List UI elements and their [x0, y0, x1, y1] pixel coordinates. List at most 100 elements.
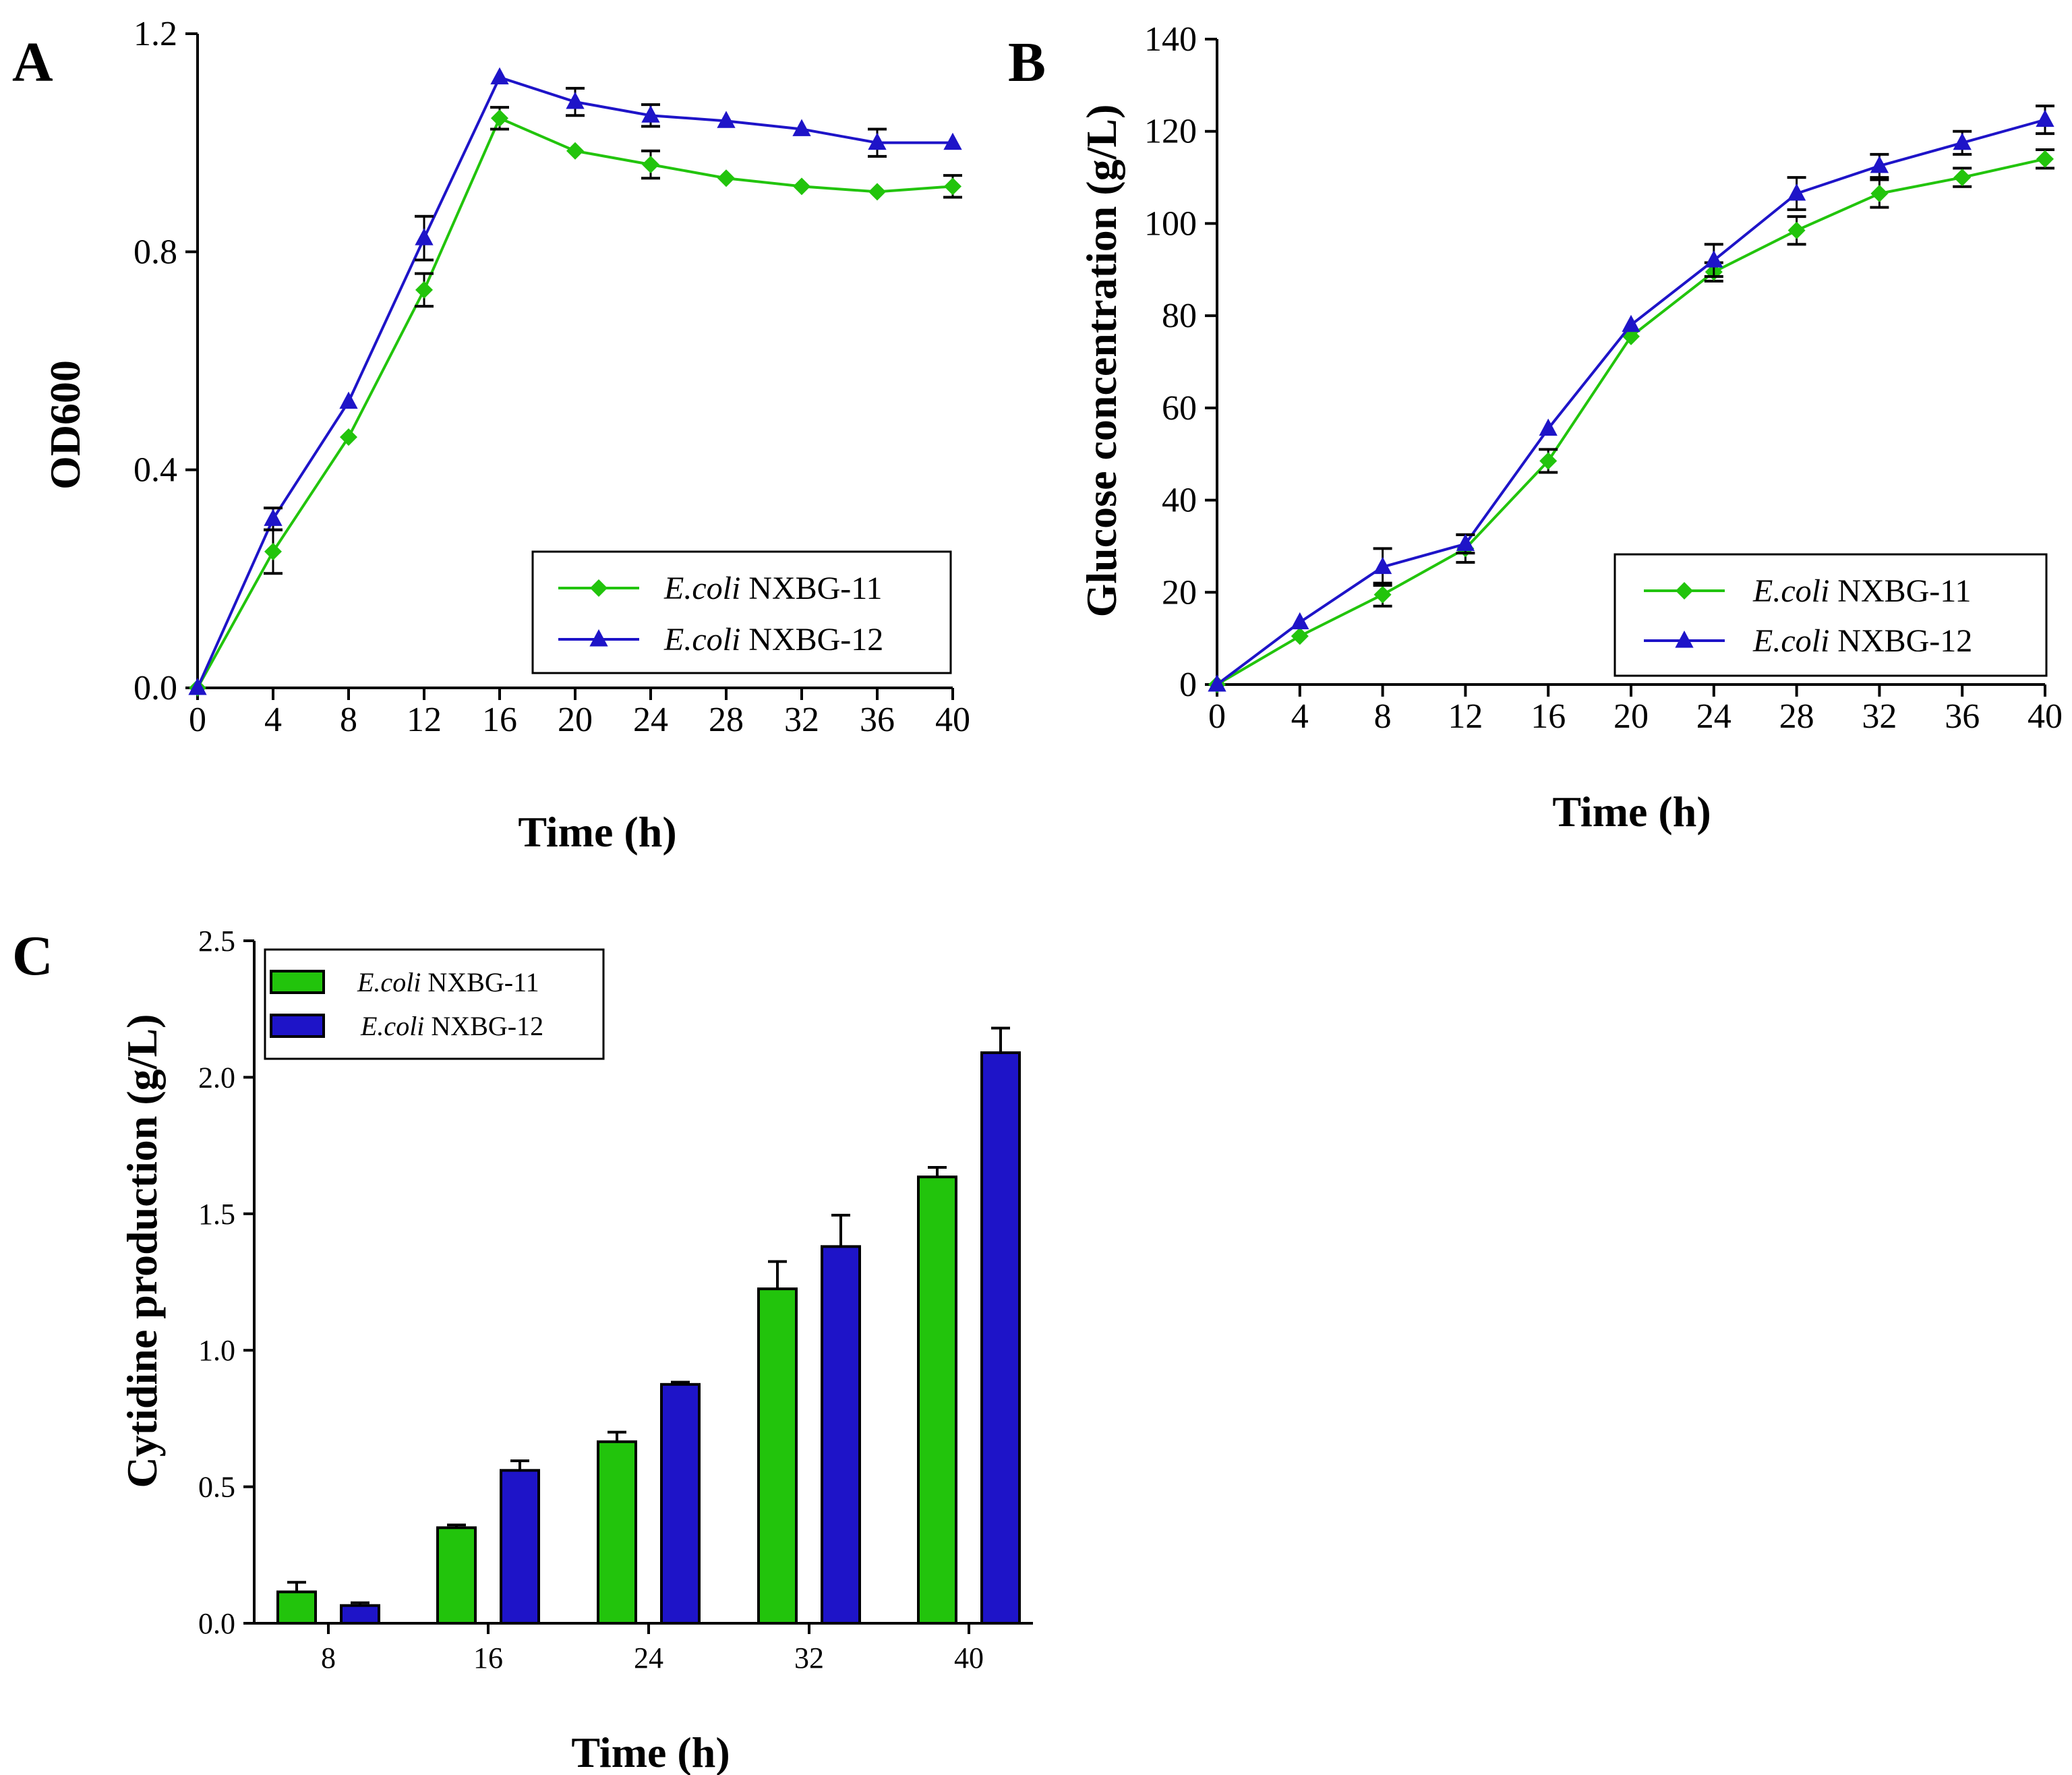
chart-a-series-2-point — [792, 119, 811, 136]
chart-c-ytick-label: 1.0 — [198, 1334, 235, 1367]
chart-a-series-2-point — [490, 67, 509, 85]
chart-a-ytick-label: 0.8 — [134, 233, 177, 271]
chart-c-legend-swatch-1 — [270, 970, 325, 994]
chart-b-xtick-label: 4 — [1291, 697, 1309, 736]
chart-b-xtick-label: 8 — [1374, 697, 1392, 736]
chart-a-series-1-point — [944, 177, 961, 196]
chart-a-xtick-label: 40 — [935, 701, 970, 739]
chart-a-xtick-label: 4 — [264, 701, 282, 739]
chart-b-series-2-point — [1787, 183, 1806, 201]
chart-c-xlabel: Time (h) — [571, 1728, 730, 1775]
chart-a-series-2-point — [943, 132, 962, 150]
chart-a-legend-marker-2 — [589, 629, 608, 647]
chart-c-series-2-bar — [821, 1245, 861, 1625]
chart-c-series-2-bar — [500, 1469, 540, 1625]
chart-c-ytick-label: 0.0 — [198, 1607, 235, 1640]
chart-b-series-1-point — [1373, 585, 1392, 604]
chart-a-xtick-label: 20 — [558, 701, 593, 739]
chart-a-series-1-point — [415, 281, 433, 299]
chart-a-xtick-label: 28 — [709, 701, 744, 739]
chart-b-series-2-point — [1539, 418, 1558, 436]
chart-b-series-2-point — [1622, 314, 1640, 332]
chart-a-xtick-label: 0 — [189, 701, 206, 739]
chart-a-series-1-point — [491, 109, 508, 127]
chart-c-ytick-label: 2.0 — [198, 1061, 235, 1094]
chart-b-series-2-point — [1870, 156, 1889, 173]
chart-b-series-1-point — [1953, 169, 1972, 187]
chart-a-ytick-label: 1.2 — [134, 15, 177, 53]
chart-a-series-1-point — [264, 542, 282, 560]
chart-a-series-2-point — [641, 105, 660, 123]
chart-a-series-1-point — [717, 169, 735, 187]
chart-b-series-2-point — [1953, 132, 1972, 150]
chart-c-legend-label-2: E.coli NXBG-12 — [360, 1011, 543, 1041]
chart-a-series-2-point — [339, 391, 358, 409]
chart-b-xtick-label: 28 — [1779, 697, 1814, 736]
chart-a-series-2-point — [264, 508, 283, 526]
chart-b-ytick-label: 60 — [1162, 389, 1197, 428]
chart-a-series-1-point — [793, 177, 810, 196]
chart-c-legend-swatch-2 — [270, 1014, 325, 1038]
chart-b-legend-label-2: E.coli NXBG-12 — [1752, 623, 1972, 659]
chart-b-series-2-point — [1208, 674, 1226, 692]
panel-label-a: A — [12, 31, 53, 94]
chart-b-legend-label-1: E.coli NXBG-11 — [1752, 573, 1972, 609]
chart-c-series-1-bar — [757, 1287, 798, 1625]
chart-b-series-1-point — [1787, 221, 1806, 239]
chart-a-xtick-label: 24 — [633, 701, 668, 739]
chart-c-xtick-label: 8 — [321, 1641, 336, 1675]
chart-c-xtick-label: 40 — [954, 1641, 984, 1675]
chart-c-ytick-label: 0.5 — [198, 1471, 235, 1504]
chart-c: Cytidine production (g/L) Time (h) 0.0 0.… — [118, 925, 1033, 1775]
chart-c-series-1-bar — [436, 1526, 477, 1625]
chart-b-xtick-label: 24 — [1696, 697, 1731, 736]
chart-c-xtick-label: 32 — [794, 1641, 824, 1675]
chart-a-legend-marker-1 — [590, 579, 608, 597]
chart-b-ytick-label: 40 — [1162, 482, 1197, 520]
chart-a-series-2-point — [566, 92, 585, 109]
panel-label-b: B — [1008, 31, 1046, 94]
chart-a-series-1-point — [566, 142, 584, 160]
chart-b-series-2-point — [1705, 250, 1723, 268]
chart-a-series-1-point — [642, 156, 659, 173]
chart-b-ylabel: Glucose concentration (g/L) — [1077, 105, 1125, 618]
chart-b-xtick-label: 0 — [1208, 697, 1226, 736]
chart-b-legend-marker-1 — [1676, 582, 1693, 600]
chart-a-series-2-point — [868, 132, 887, 150]
chart-c-legend-label-1: E.coli NXBG-11 — [357, 967, 539, 997]
chart-b-ytick-label: 20 — [1162, 573, 1197, 612]
chart-c-xtick-label: 24 — [634, 1641, 663, 1675]
chart-a-legend-frame — [531, 550, 952, 674]
chart-b-series-2-point — [1373, 556, 1392, 575]
chart-a-series-2-point — [717, 111, 736, 128]
chart-b-series-2-point — [2036, 109, 2054, 127]
chart-b-ytick-label: 140 — [1144, 20, 1197, 59]
chart-a-legend-label-1: E.coli NXBG-11 — [663, 571, 883, 606]
chart-a-ytick-label: 0.4 — [134, 451, 177, 490]
chart-a-xtick-label: 8 — [340, 701, 357, 739]
chart-c-ylabel: Cytidine production (g/L) — [118, 1014, 166, 1488]
chart-a-xtick-label: 12 — [407, 701, 442, 739]
chart-b-xtick-label: 32 — [1862, 697, 1897, 736]
chart-a-series-1-point — [340, 428, 357, 446]
chart-c-series-2-bar — [980, 1051, 1021, 1625]
chart-a-ylabel: OD600 — [41, 360, 89, 490]
chart-b-xtick-label: 40 — [2027, 697, 2063, 736]
chart-c-legend-frame — [264, 948, 605, 1060]
chart-b-ytick-label: 120 — [1144, 113, 1197, 151]
chart-c-ytick-label: 1.5 — [198, 1198, 235, 1231]
chart-a-series-2-point — [415, 228, 434, 245]
chart-b-xtick-label: 20 — [1614, 697, 1649, 736]
chart-c-xtick-label: 16 — [473, 1641, 503, 1675]
chart-b-series-1-point — [1291, 627, 1309, 645]
chart-b: Glucose concentration (g/L) Time (h) 0 20… — [1077, 20, 2063, 836]
chart-b-legend-frame — [1614, 553, 2048, 677]
panel-label-c: C — [12, 925, 53, 987]
chart-c-series-2-bar — [660, 1383, 701, 1625]
chart-c-series-1-bar — [917, 1175, 957, 1625]
chart-a-legend-label-2: E.coli NXBG-12 — [663, 622, 883, 658]
chart-b-xlabel: Time (h) — [1552, 788, 1711, 836]
chart-c-ytick-label: 2.5 — [198, 925, 235, 958]
chart-a-xtick-label: 32 — [784, 701, 819, 739]
